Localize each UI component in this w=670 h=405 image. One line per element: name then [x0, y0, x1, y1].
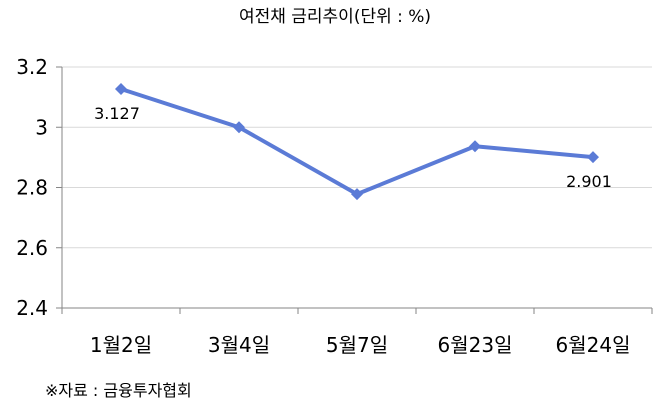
y-tick-label: 2.6: [16, 236, 48, 260]
data-label: 2.901: [566, 172, 612, 191]
axes: [56, 66, 653, 314]
x-axis-tick-labels: 1월2일 3월4일 5월7일 6월23일 6월24일: [90, 333, 631, 357]
gridlines: [62, 66, 652, 249]
chart-title: 여전채 금리추이(단위 : %): [239, 7, 431, 27]
x-tick-label: 6월24일: [556, 333, 631, 357]
data-labels: 3.127 2.901: [94, 104, 612, 191]
series-line-0: [120, 87, 594, 197]
series-line: [120, 87, 594, 197]
data-label: 3.127: [94, 104, 140, 123]
data-point-marker: [351, 188, 363, 201]
data-point-marker: [469, 140, 481, 153]
x-tick-label: 3월4일: [208, 333, 270, 357]
x-tick-label: 6월23일: [438, 333, 513, 357]
data-points: [115, 82, 599, 201]
data-point-marker: [233, 121, 245, 134]
y-tick-label: 2.8: [16, 176, 48, 200]
source-note: ※자료 : 금융투자협회: [45, 381, 192, 400]
y-tick-label: 3: [35, 115, 48, 139]
x-tick-label: 5월7일: [326, 333, 388, 357]
x-tick-label: 1월2일: [90, 333, 152, 357]
data-point-marker: [115, 82, 127, 95]
data-point-marker: [587, 151, 599, 164]
y-tick-label: 2.4: [16, 296, 48, 320]
y-axis-tick-labels: 2.4 2.6 2.8 3 3.2: [16, 55, 48, 320]
y-tick-label: 3.2: [16, 55, 48, 79]
